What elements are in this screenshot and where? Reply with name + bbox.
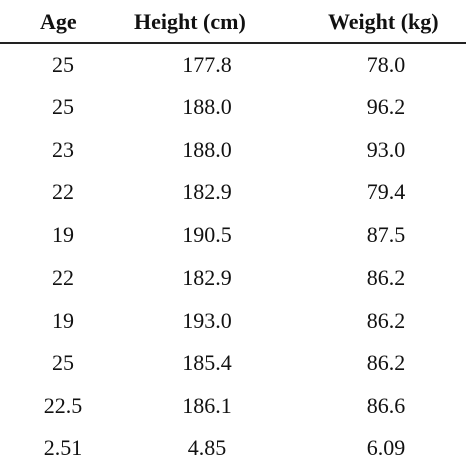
table-row: 19 193.0 86.2 (0, 304, 466, 338)
header-rule (0, 42, 466, 44)
table-row: 22 182.9 86.2 (0, 261, 466, 295)
table-row: 22.5 186.1 86.6 (0, 389, 466, 423)
cell-height: 188.0 (182, 137, 232, 162)
cell-weight: 86.2 (366, 308, 406, 333)
cell-age: 25 (52, 94, 74, 119)
cell-weight: 78.0 (366, 52, 406, 77)
cell-age: 19 (52, 308, 74, 333)
cell-weight: 79.4 (366, 179, 406, 204)
cell-height: 186.1 (182, 393, 232, 418)
cell-height: 177.8 (182, 52, 232, 77)
column-header-height: Height (cm) (134, 9, 246, 34)
cell-weight: 86.2 (366, 265, 406, 290)
cell-age: 25 (52, 52, 74, 77)
table-row: 22 182.9 79.4 (0, 175, 466, 209)
cell-weight: 86.6 (366, 393, 406, 418)
cell-weight: 96.2 (366, 94, 406, 119)
column-header-weight: Weight (kg) (328, 9, 439, 34)
cell-height: 188.0 (182, 94, 232, 119)
column-header-age: Age (40, 9, 77, 34)
table-row: 25 177.8 78.0 (0, 48, 466, 82)
table-row: 25 185.4 86.2 (0, 346, 466, 380)
cell-weight: 6.09 (366, 435, 406, 460)
cell-height: 182.9 (182, 265, 232, 290)
table-row: 2.51 4.85 6.09 (0, 431, 466, 465)
cell-weight: 93.0 (366, 137, 406, 162)
cell-age: 22.5 (43, 393, 83, 418)
table-row: 23 188.0 93.0 (0, 133, 466, 167)
cell-age: 23 (52, 137, 74, 162)
cell-height: 182.9 (182, 179, 232, 204)
cell-age: 22 (52, 179, 74, 204)
cell-weight: 87.5 (366, 222, 406, 247)
cell-height: 193.0 (182, 308, 232, 333)
table-row: 25 188.0 96.2 (0, 90, 466, 124)
cell-age: 22 (52, 265, 74, 290)
cell-age: 2.51 (43, 435, 83, 460)
table-row: 19 190.5 87.5 (0, 218, 466, 252)
cell-age: 25 (52, 350, 74, 375)
cell-weight: 86.2 (366, 350, 406, 375)
cell-height: 190.5 (182, 222, 232, 247)
cell-height: 185.4 (182, 350, 232, 375)
cell-height: 4.85 (187, 435, 227, 460)
cell-age: 19 (52, 222, 74, 247)
